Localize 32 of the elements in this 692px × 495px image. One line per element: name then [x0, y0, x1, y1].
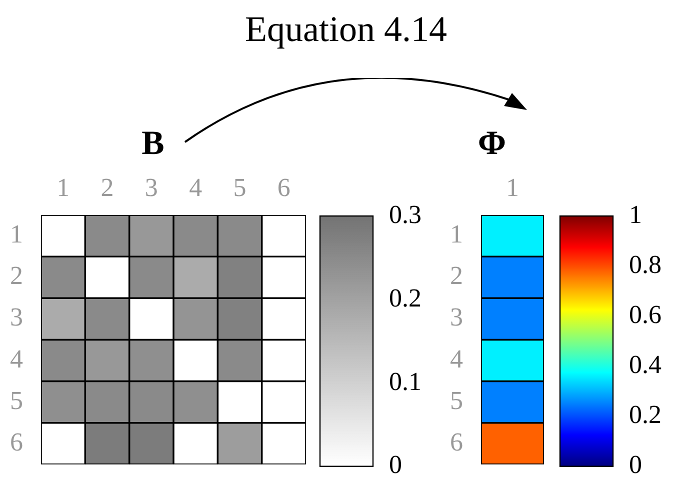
y-tick-label: 2 — [10, 261, 23, 290]
color-bar-label: 0.4 — [629, 350, 662, 380]
y-tick-label: 5 — [450, 386, 463, 415]
y-tick-label: 2 — [450, 261, 463, 290]
y-tick-label: 1 — [450, 220, 463, 249]
y-tick-label: 5 — [10, 386, 23, 415]
x-tick-label: 1 — [506, 173, 519, 202]
color-bar-label: 1 — [629, 200, 642, 229]
x-tick-label: 2 — [100, 173, 114, 202]
color-bar-label: 0.1 — [389, 366, 422, 396]
color-bar-label: 0 — [629, 450, 642, 480]
y-tick-label: 6 — [10, 427, 23, 456]
y-tick-label: 3 — [10, 302, 23, 332]
x-tick-label: 4 — [189, 173, 202, 202]
color-bar-label: 0.6 — [629, 300, 662, 329]
x-tick-label: 6 — [277, 173, 290, 202]
color-bar-label: 0.3 — [389, 200, 422, 229]
x-tick-label: 1 — [56, 173, 70, 202]
color-bar-label: 0 — [389, 450, 402, 480]
y-tick-label: 6 — [450, 427, 463, 456]
y-tick-label: 4 — [450, 344, 463, 374]
chart-title: Φ — [478, 125, 506, 162]
y-tick-label: 3 — [450, 302, 463, 332]
color-bar-label: 0.8 — [629, 250, 662, 279]
y-tick-label: 4 — [10, 344, 23, 374]
color-bar-label: 0.2 — [389, 283, 422, 312]
chart-title: B — [142, 125, 164, 162]
color-bar-label: 0.2 — [629, 400, 662, 430]
x-tick-label: 5 — [233, 173, 246, 202]
x-tick-label: 3 — [144, 173, 158, 202]
text: Equation 4.14 — [244, 8, 448, 50]
y-tick-label: 1 — [10, 220, 23, 249]
